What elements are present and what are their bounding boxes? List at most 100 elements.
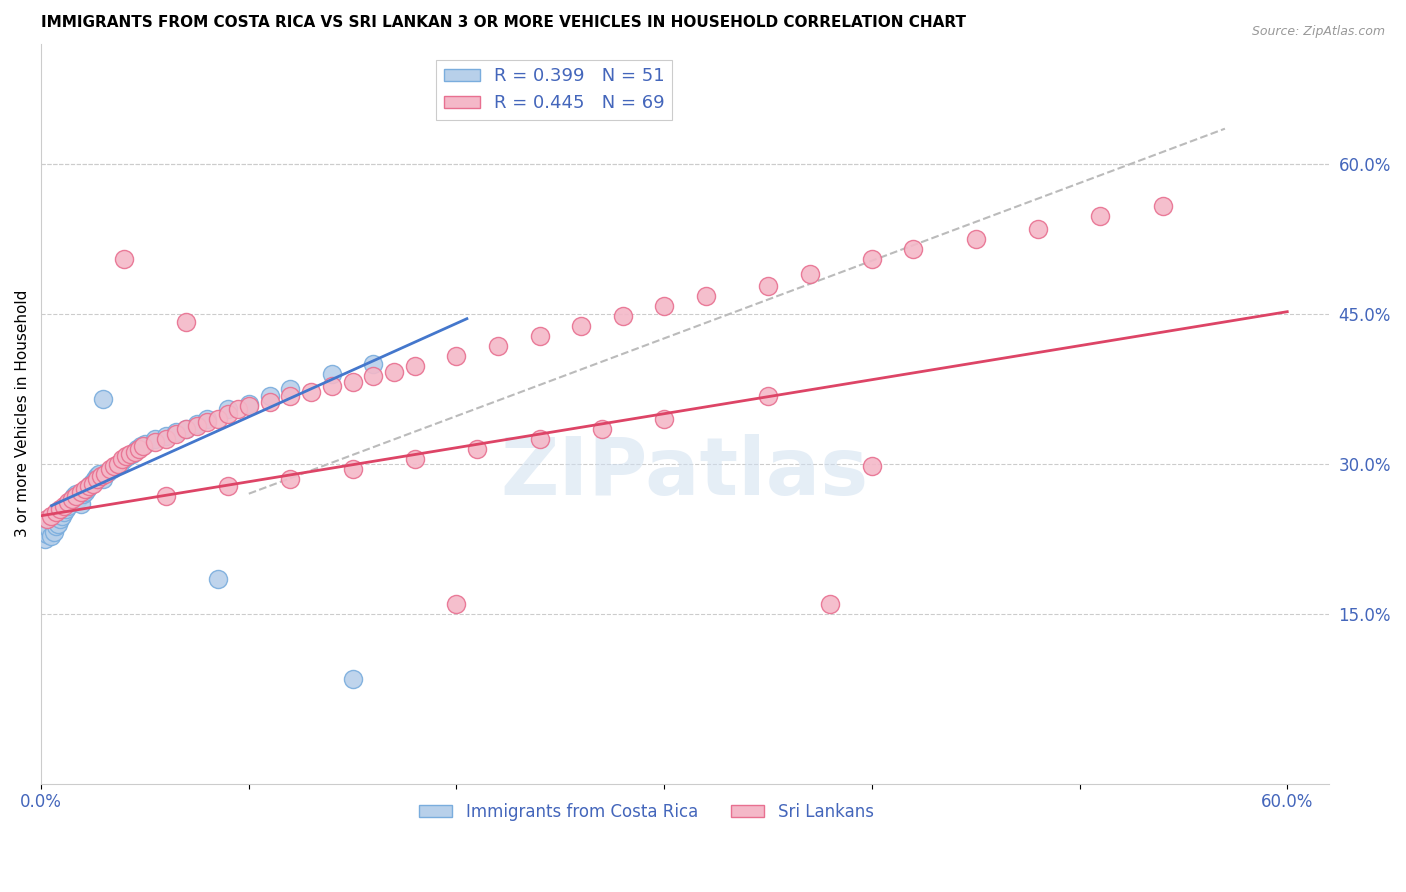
Point xyxy=(446,349,468,363)
Point xyxy=(860,252,883,266)
Point xyxy=(165,426,187,441)
Point xyxy=(143,432,166,446)
Text: ZIPatlas: ZIPatlas xyxy=(501,434,869,512)
Legend: Immigrants from Costa Rica, Sri Lankans: Immigrants from Costa Rica, Sri Lankans xyxy=(412,796,880,827)
Point xyxy=(155,432,177,446)
Point xyxy=(73,482,96,496)
Point xyxy=(652,411,675,425)
Point xyxy=(84,472,107,486)
Point xyxy=(652,299,675,313)
Point xyxy=(86,472,108,486)
Point xyxy=(259,394,281,409)
Point xyxy=(195,415,218,429)
Point xyxy=(59,494,82,508)
Point xyxy=(34,532,56,546)
Point xyxy=(52,505,75,519)
Point xyxy=(342,672,364,686)
Point xyxy=(176,422,198,436)
Point xyxy=(45,518,67,533)
Point xyxy=(155,489,177,503)
Point xyxy=(69,497,91,511)
Point xyxy=(207,411,229,425)
Point xyxy=(49,512,72,526)
Point xyxy=(121,447,143,461)
Point xyxy=(60,491,83,506)
Point xyxy=(56,499,79,513)
Point xyxy=(799,267,821,281)
Point xyxy=(52,499,75,513)
Point xyxy=(186,418,208,433)
Point xyxy=(860,458,883,473)
Point xyxy=(278,382,301,396)
Point xyxy=(186,417,208,431)
Point xyxy=(104,458,127,473)
Point xyxy=(77,479,100,493)
Point xyxy=(155,428,177,442)
Point xyxy=(903,242,925,256)
Point xyxy=(77,479,100,493)
Point xyxy=(529,328,551,343)
Point xyxy=(278,472,301,486)
Point xyxy=(103,458,125,473)
Point xyxy=(143,434,166,449)
Point xyxy=(238,397,260,411)
Point xyxy=(37,526,59,541)
Point xyxy=(82,475,104,489)
Point xyxy=(259,389,281,403)
Point xyxy=(465,442,488,456)
Point xyxy=(117,449,139,463)
Point xyxy=(65,486,87,500)
Point xyxy=(165,425,187,439)
Point xyxy=(124,444,146,458)
Point xyxy=(93,472,115,486)
Point xyxy=(42,524,65,539)
Point xyxy=(41,508,63,523)
Point xyxy=(1152,199,1174,213)
Point xyxy=(93,392,115,406)
Point xyxy=(65,489,87,503)
Point xyxy=(111,451,134,466)
Point xyxy=(72,486,94,500)
Point xyxy=(820,597,842,611)
Point xyxy=(38,522,60,536)
Point xyxy=(120,447,142,461)
Point xyxy=(97,465,120,479)
Point xyxy=(63,489,86,503)
Point xyxy=(342,375,364,389)
Point xyxy=(134,436,156,450)
Point xyxy=(98,461,121,475)
Text: IMMIGRANTS FROM COSTA RICA VS SRI LANKAN 3 OR MORE VEHICLES IN HOUSEHOLD CORRELA: IMMIGRANTS FROM COSTA RICA VS SRI LANKAN… xyxy=(41,15,966,30)
Point xyxy=(55,501,77,516)
Point xyxy=(73,484,96,499)
Point xyxy=(756,278,779,293)
Point xyxy=(49,501,72,516)
Point xyxy=(195,411,218,425)
Point xyxy=(207,572,229,586)
Point xyxy=(90,468,112,483)
Point xyxy=(299,384,322,399)
Point xyxy=(404,359,426,373)
Point xyxy=(129,439,152,453)
Point xyxy=(128,442,150,456)
Point xyxy=(176,315,198,329)
Point xyxy=(80,476,103,491)
Text: Source: ZipAtlas.com: Source: ZipAtlas.com xyxy=(1251,25,1385,38)
Point xyxy=(363,357,385,371)
Point xyxy=(591,422,613,436)
Point xyxy=(176,422,198,436)
Point xyxy=(60,491,83,506)
Point xyxy=(107,457,129,471)
Point xyxy=(569,318,592,333)
Point xyxy=(965,232,987,246)
Point xyxy=(756,389,779,403)
Point xyxy=(612,309,634,323)
Point xyxy=(112,252,135,266)
Point xyxy=(37,512,59,526)
Point xyxy=(446,597,468,611)
Point xyxy=(41,529,63,543)
Point xyxy=(82,476,104,491)
Point xyxy=(228,401,250,416)
Point xyxy=(217,479,239,493)
Point xyxy=(342,461,364,475)
Point xyxy=(486,339,509,353)
